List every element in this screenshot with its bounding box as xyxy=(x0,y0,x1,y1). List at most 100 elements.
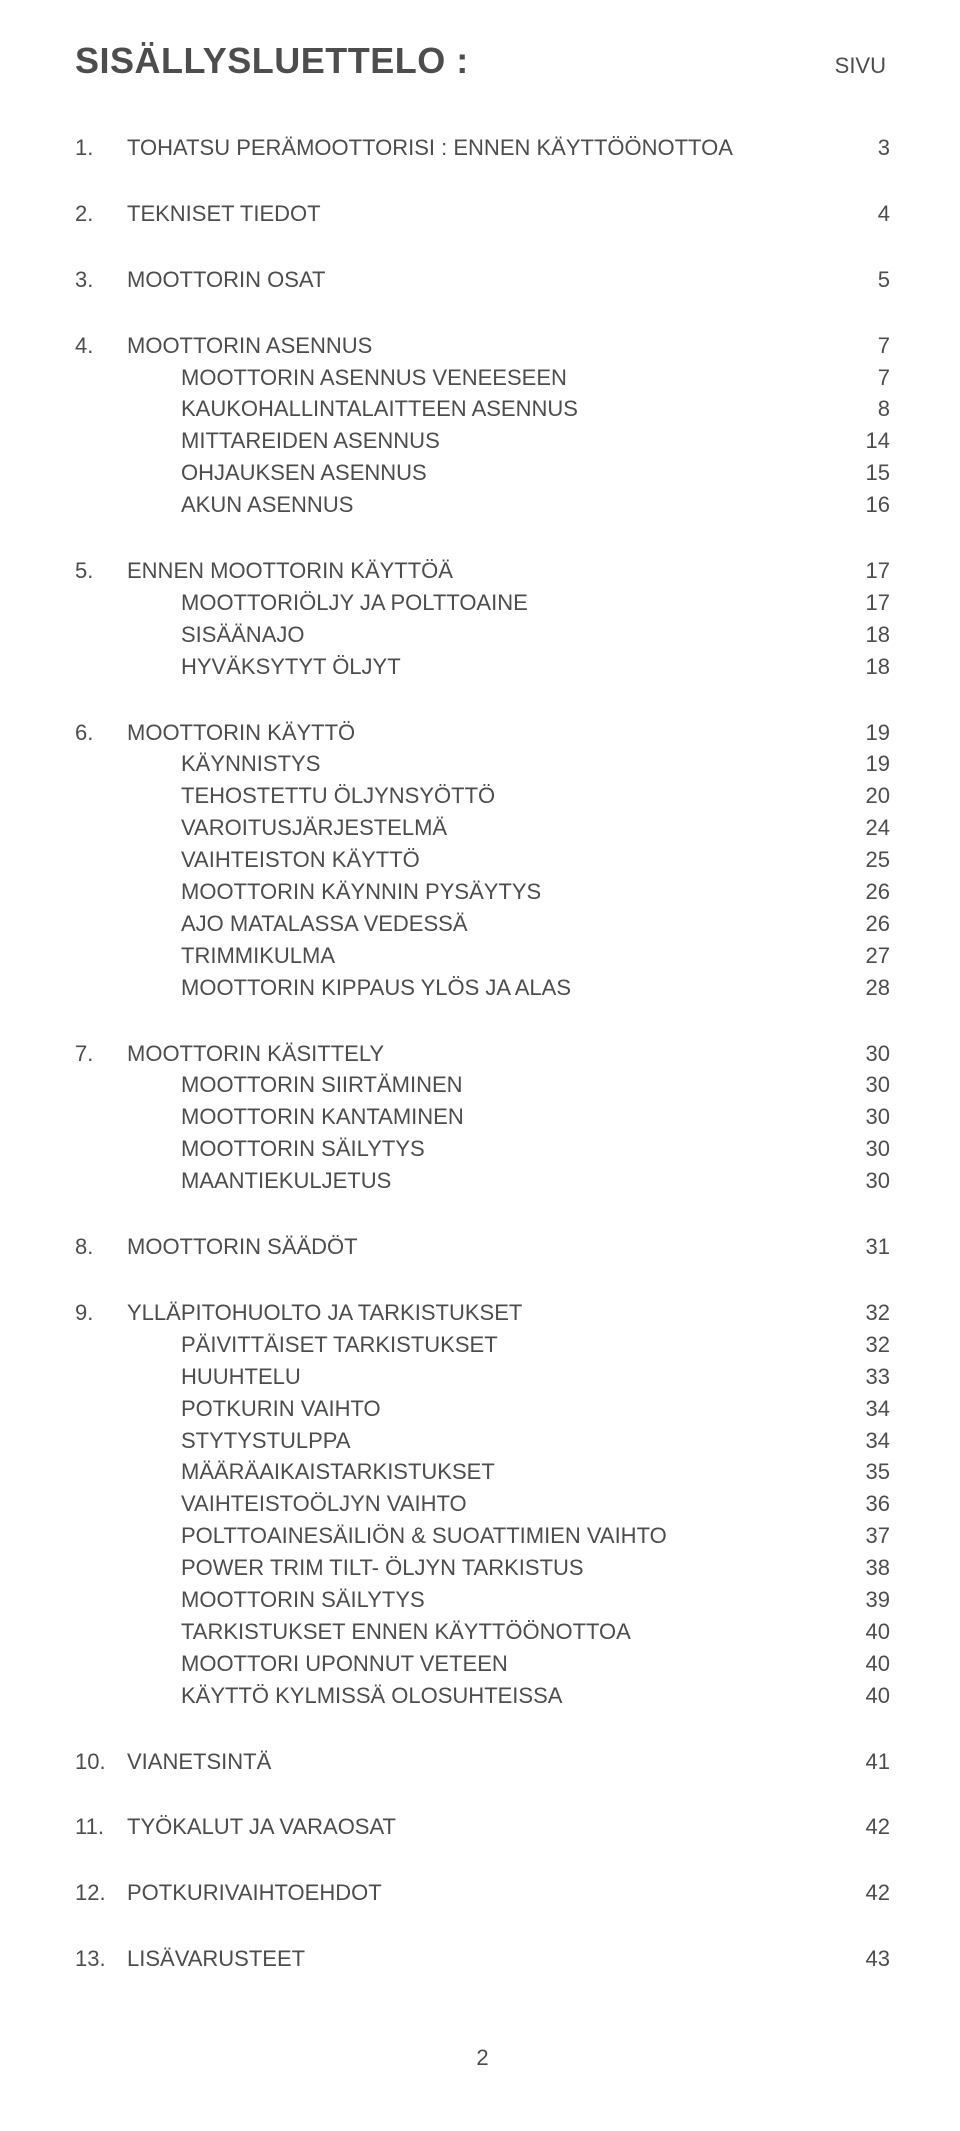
toc-entry-number: 12. xyxy=(75,1877,127,1909)
toc-entry-page: 42 xyxy=(850,1877,890,1909)
toc-subentry-spacer xyxy=(75,780,127,812)
toc-subentry-title: AKUN ASENNUS xyxy=(127,489,850,521)
toc-entry: 11.TYÖKALUT JA VARAOSAT42 xyxy=(75,1811,890,1843)
toc-subentry-title: MAANTIEKULJETUS xyxy=(127,1165,850,1197)
toc-entry: 2.TEKNISET TIEDOT4 xyxy=(75,198,890,230)
toc-subentry-page: 30 xyxy=(850,1101,890,1133)
toc-subentry-title: MOOTTORIÖLJY JA POLTTOAINE xyxy=(127,587,850,619)
toc-entry-number: 13. xyxy=(75,1943,127,1975)
toc-section: 7.MOOTTORIN KÄSITTELY30MOOTTORIN SIIRTÄM… xyxy=(75,1038,890,1197)
toc-subentry-page: 30 xyxy=(850,1133,890,1165)
toc-entry-page: 31 xyxy=(850,1231,890,1263)
toc-subentry-spacer xyxy=(75,1648,127,1680)
toc-subentry-page: 25 xyxy=(850,844,890,876)
toc-subentry-page: 33 xyxy=(850,1361,890,1393)
toc-subentry-page: 36 xyxy=(850,1488,890,1520)
toc-subentry-spacer xyxy=(75,1329,127,1361)
toc-subentry-title: MOOTTORIN KANTAMINEN xyxy=(127,1101,850,1133)
toc-subentry: KÄYNNISTYS19 xyxy=(75,748,890,780)
toc-entry-number: 9. xyxy=(75,1297,127,1329)
toc-subentry-page: 14 xyxy=(850,425,890,457)
toc-section: 10.VIANETSINTÄ41 xyxy=(75,1746,890,1778)
toc-subentry-title: VAIHTEISTOÖLJYN VAIHTO xyxy=(127,1488,850,1520)
toc-subentry: MOOTTORIN KIPPAUS YLÖS JA ALAS28 xyxy=(75,972,890,1004)
toc-subentry-spacer xyxy=(75,908,127,940)
toc-subentry: POTKURIN VAIHTO34 xyxy=(75,1393,890,1425)
toc-subentry-title: MOOTTORIN SIIRTÄMINEN xyxy=(127,1069,850,1101)
toc-entry: 13.LISÄVARUSTEET43 xyxy=(75,1943,890,1975)
toc-subentry-page: 40 xyxy=(850,1648,890,1680)
toc-subentry-title: VAIHTEISTON KÄYTTÖ xyxy=(127,844,850,876)
toc-subentry-page: 16 xyxy=(850,489,890,521)
toc-entry-number: 6. xyxy=(75,717,127,749)
toc-entry-page: 4 xyxy=(850,198,890,230)
toc-entry: 5.ENNEN MOOTTORIN KÄYTTÖÄ17 xyxy=(75,555,890,587)
toc-subentry-spacer xyxy=(75,393,127,425)
toc-subentry: MOOTTORIN SÄILYTYS39 xyxy=(75,1584,890,1616)
toc-subentry: POLTTOAINESÄILIÖN & SUOATTIMIEN VAIHTO37 xyxy=(75,1520,890,1552)
toc-section: 3.MOOTTORIN OSAT5 xyxy=(75,264,890,296)
toc-subentry-title: POLTTOAINESÄILIÖN & SUOATTIMIEN VAIHTO xyxy=(127,1520,850,1552)
toc-subentry-page: 20 xyxy=(850,780,890,812)
toc-subentry-title: MOOTTORIN SÄILYTYS xyxy=(127,1133,850,1165)
toc-subentry-page: 26 xyxy=(850,876,890,908)
toc-subentry-spacer xyxy=(75,1456,127,1488)
toc-subentry: MOOTTORIN ASENNUS VENEESEEN7 xyxy=(75,362,890,394)
toc-subentry-title: STYTYSTULPPA xyxy=(127,1425,850,1457)
toc-subentry: SISÄÄNAJO18 xyxy=(75,619,890,651)
toc-subentry: VAIHTEISTOÖLJYN VAIHTO36 xyxy=(75,1488,890,1520)
toc-entry-number: 2. xyxy=(75,198,127,230)
toc-subentry-spacer xyxy=(75,362,127,394)
toc-subentry: TRIMMIKULMA27 xyxy=(75,940,890,972)
toc-subentry-spacer xyxy=(75,1361,127,1393)
toc-subentry-page: 19 xyxy=(850,748,890,780)
toc-subentry: AKUN ASENNUS16 xyxy=(75,489,890,521)
toc-subentry-page: 30 xyxy=(850,1165,890,1197)
toc-entry: 1.TOHATSU PERÄMOOTTORISI : ENNEN KÄYTTÖÖ… xyxy=(75,132,890,164)
toc-entry: 4.MOOTTORIN ASENNUS7 xyxy=(75,330,890,362)
toc-subentry-page: 26 xyxy=(850,908,890,940)
toc-entry: 7.MOOTTORIN KÄSITTELY30 xyxy=(75,1038,890,1070)
toc-entry-title: ENNEN MOOTTORIN KÄYTTÖÄ xyxy=(127,555,850,587)
toc-subentry-page: 32 xyxy=(850,1329,890,1361)
toc-subentry-spacer xyxy=(75,972,127,1004)
toc-subentry-title: PÄIVITTÄISET TARKISTUKSET xyxy=(127,1329,850,1361)
toc-section: 6.MOOTTORIN KÄYTTÖ19KÄYNNISTYS19TEHOSTET… xyxy=(75,717,890,1004)
toc-subentry: TARKISTUKSET ENNEN KÄYTTÖÖNOTTOA40 xyxy=(75,1616,890,1648)
toc-subentry-page: 30 xyxy=(850,1069,890,1101)
toc-subentry: OHJAUKSEN ASENNUS15 xyxy=(75,457,890,489)
toc-subentry-spacer xyxy=(75,1069,127,1101)
toc-entry-page: 32 xyxy=(850,1297,890,1329)
toc-subentry-spacer xyxy=(75,1520,127,1552)
toc-section: 11.TYÖKALUT JA VARAOSAT42 xyxy=(75,1811,890,1843)
toc-subentry-title: MOOTTORIN KIPPAUS YLÖS JA ALAS xyxy=(127,972,850,1004)
toc-entry-title: POTKURIVAIHTOEHDOT xyxy=(127,1877,850,1909)
toc-subentry-page: 38 xyxy=(850,1552,890,1584)
toc-subentry: VAROITUSJÄRJESTELMÄ24 xyxy=(75,812,890,844)
table-of-contents: 1.TOHATSU PERÄMOOTTORISI : ENNEN KÄYTTÖÖ… xyxy=(75,132,890,1975)
toc-entry-title: MOOTTORIN KÄSITTELY xyxy=(127,1038,850,1070)
toc-subentry-page: 28 xyxy=(850,972,890,1004)
toc-entry-title: MOOTTORIN SÄÄDÖT xyxy=(127,1231,850,1263)
toc-subentry-spacer xyxy=(75,619,127,651)
toc-subentry-spacer xyxy=(75,1165,127,1197)
toc-subentry-page: 7 xyxy=(850,362,890,394)
toc-section: 8.MOOTTORIN SÄÄDÖT31 xyxy=(75,1231,890,1263)
toc-subentry: POWER TRIM TILT- ÖLJYN TARKISTUS38 xyxy=(75,1552,890,1584)
toc-subentry-spacer xyxy=(75,1584,127,1616)
toc-subentry-page: 15 xyxy=(850,457,890,489)
toc-section: 13.LISÄVARUSTEET43 xyxy=(75,1943,890,1975)
toc-subentry: MOOTTORIN KÄYNNIN PYSÄYTYS26 xyxy=(75,876,890,908)
toc-subentry: MOOTTORIN SIIRTÄMINEN30 xyxy=(75,1069,890,1101)
toc-subentry-title: POTKURIN VAIHTO xyxy=(127,1393,850,1425)
toc-subentry-page: 34 xyxy=(850,1393,890,1425)
toc-entry-title: TYÖKALUT JA VARAOSAT xyxy=(127,1811,850,1843)
toc-subentry-title: MOOTTORIN KÄYNNIN PYSÄYTYS xyxy=(127,876,850,908)
toc-subentry-page: 35 xyxy=(850,1456,890,1488)
toc-subentry-spacer xyxy=(75,1680,127,1712)
toc-subentry-page: 39 xyxy=(850,1584,890,1616)
toc-subentry-title: MITTAREIDEN ASENNUS xyxy=(127,425,850,457)
page-title: SISÄLLYSLUETTELO : xyxy=(75,40,835,82)
toc-subentry-page: 40 xyxy=(850,1680,890,1712)
toc-subentry-title: HYVÄKSYTYT ÖLJYT xyxy=(127,651,850,683)
